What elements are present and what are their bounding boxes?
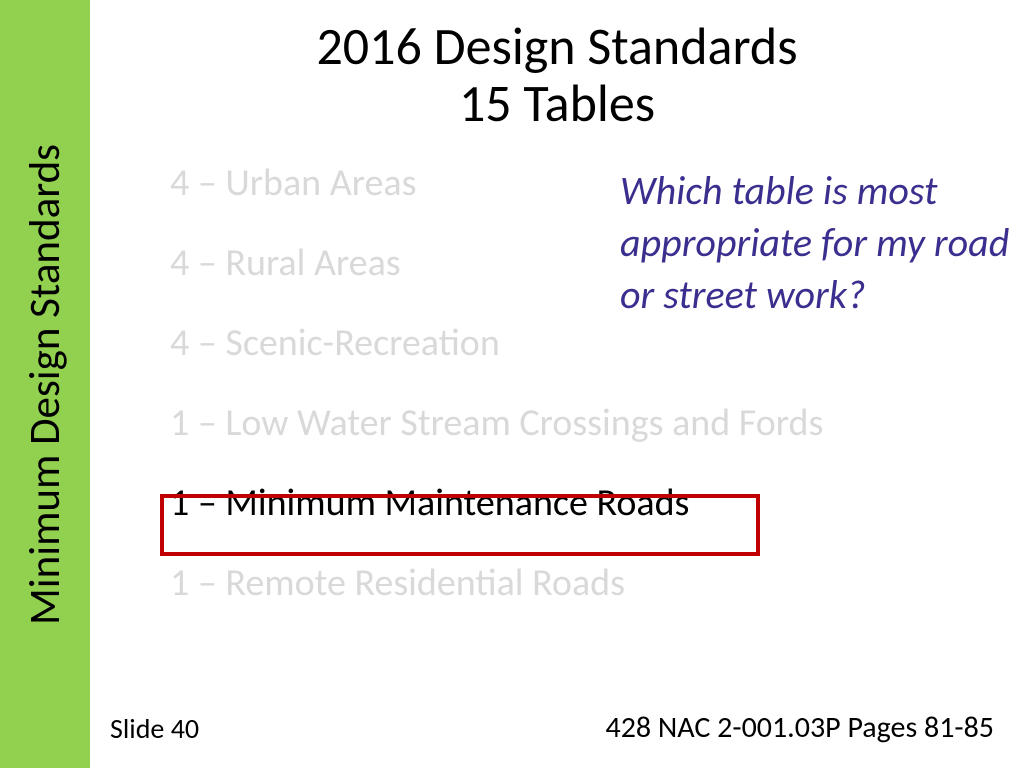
- slide-number: Slide 40: [110, 711, 199, 746]
- title-line-1: 2016 Design Standards: [90, 18, 1024, 75]
- slide-title: 2016 Design Standards 15 Tables: [90, 18, 1024, 132]
- sidebar-label: Minimum Design Standards: [19, 143, 72, 624]
- list-item: 1 – Remote Residential Roads: [170, 560, 823, 606]
- sidebar: Minimum Design Standards: [0, 0, 90, 768]
- highlight-box: [160, 494, 760, 556]
- reference-text: 428 NAC 2-001.03P Pages 81-85: [606, 709, 995, 746]
- main-content: 2016 Design Standards 15 Tables 4 – Urba…: [90, 0, 1024, 768]
- title-line-2: 15 Tables: [90, 75, 1024, 132]
- question-text: Which table is most appropriate for my r…: [620, 165, 1010, 321]
- list-item: 4 – Scenic-Recreation: [170, 320, 823, 366]
- list-item: 1 – Low Water Stream Crossings and Fords: [170, 400, 823, 446]
